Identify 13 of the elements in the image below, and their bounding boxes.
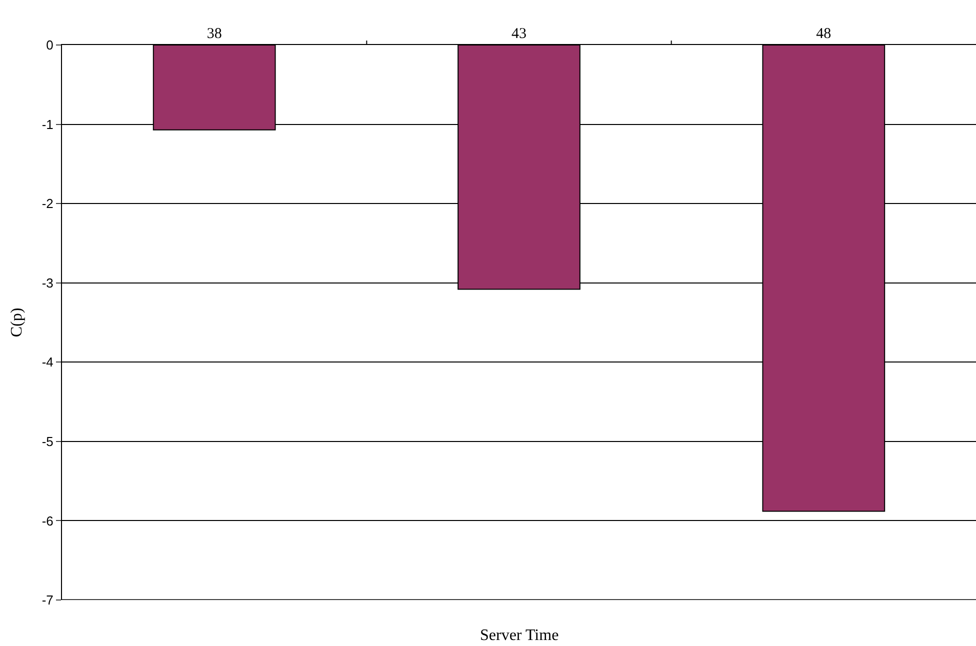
y-axis-title: C(p): [8, 308, 26, 338]
x-tick-label: 38: [206, 26, 222, 42]
y-tick-label: 0: [46, 38, 54, 53]
y-tick-label: -7: [42, 592, 54, 608]
x-tick-label: 48: [816, 26, 832, 42]
y-tick-label: -3: [42, 275, 54, 290]
x-tick-label: 43: [512, 26, 526, 42]
x-axis-title: Server Time: [480, 627, 559, 644]
y-tick-label: -2: [42, 196, 54, 212]
y-tick-label: -6: [42, 513, 54, 528]
y-tick-label: -1: [42, 116, 54, 132]
y-tick-label: -4: [42, 354, 54, 370]
y-tick-label: -5: [42, 434, 54, 449]
